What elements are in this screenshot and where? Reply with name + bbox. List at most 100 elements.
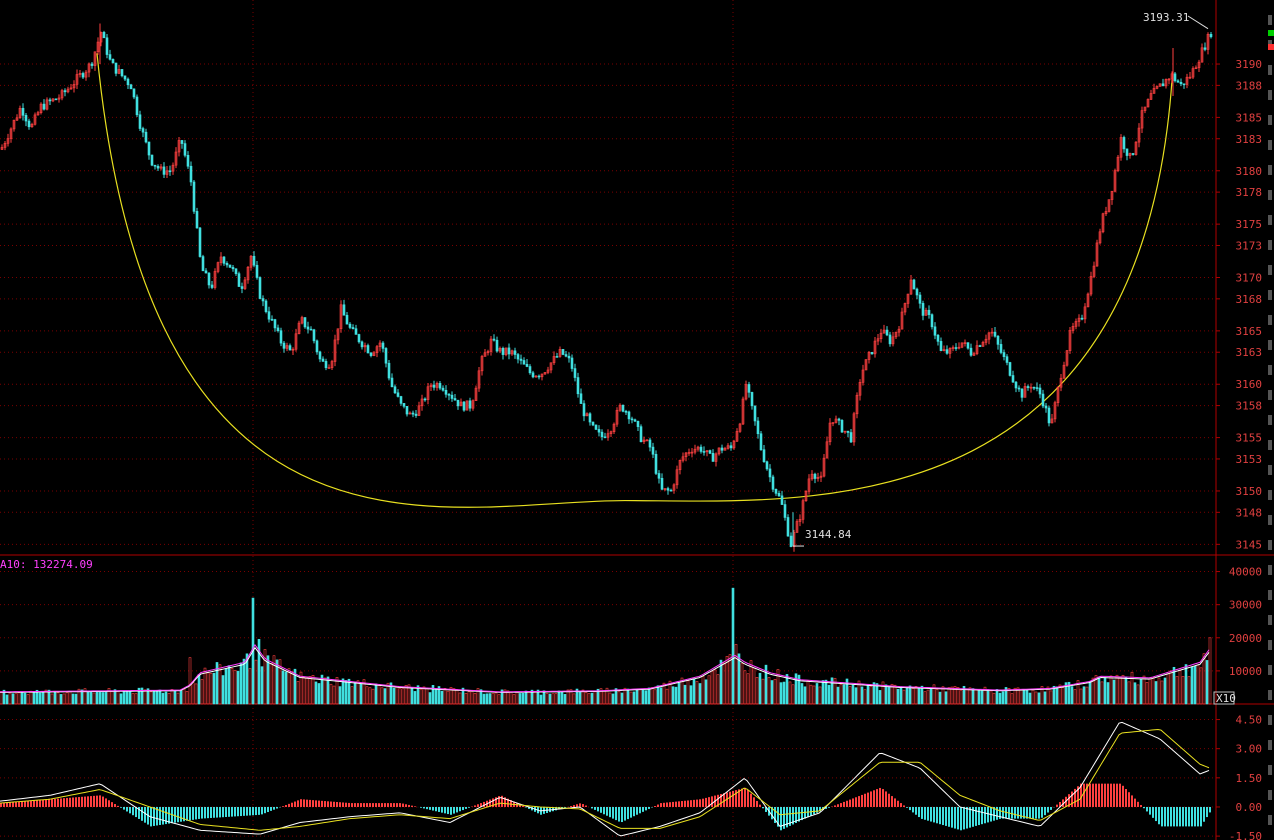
volume-bar	[122, 690, 126, 705]
candle-body	[786, 517, 790, 537]
side-marker	[1268, 415, 1272, 425]
y-tick-label: 20000	[1229, 632, 1262, 645]
candle-body	[666, 488, 670, 491]
candle-body	[111, 58, 115, 64]
candle-body	[1065, 350, 1069, 366]
candle-body	[309, 328, 313, 331]
volume-bar	[533, 690, 537, 705]
volume-bar	[551, 693, 555, 705]
volume-bar	[818, 686, 822, 705]
candle-body	[282, 342, 286, 349]
candle-body	[414, 413, 418, 416]
candle-body	[1200, 47, 1204, 63]
candle-body	[843, 430, 847, 433]
candle-body	[438, 383, 442, 389]
candle-body	[474, 387, 478, 401]
candle-body	[84, 71, 88, 78]
volume-bar	[11, 693, 15, 705]
candle-body	[606, 433, 610, 438]
volume-bar	[992, 692, 996, 705]
price-candles[interactable]	[0, 15, 1213, 552]
volume-bar	[806, 680, 810, 705]
volume-bar	[500, 689, 504, 705]
volume-bar	[701, 676, 705, 705]
candle-body	[933, 326, 937, 336]
candle-body	[420, 398, 424, 407]
y-tick-label: 3173	[1236, 239, 1263, 252]
candle-body	[519, 358, 523, 361]
candle-body	[18, 107, 22, 119]
candle-body	[894, 331, 898, 338]
volume-bar	[32, 691, 36, 705]
volume-bar	[650, 687, 654, 705]
candle-body	[846, 430, 850, 433]
volume-bars[interactable]	[0, 587, 1212, 705]
candle-body	[981, 342, 985, 347]
side-marker	[1268, 90, 1272, 100]
candle-body	[468, 400, 472, 409]
candle-body	[42, 103, 46, 110]
candle-body	[435, 383, 439, 388]
candle-body	[999, 344, 1003, 353]
volume-bar	[416, 685, 420, 705]
volume-bar	[1136, 684, 1140, 705]
candle-body	[288, 345, 292, 351]
candle-body	[30, 123, 34, 128]
candle-body	[873, 340, 877, 355]
volume-bar	[1046, 686, 1050, 705]
volume-bar	[659, 687, 663, 705]
volume-bar	[956, 687, 960, 705]
y-tick-label: 3190	[1236, 58, 1263, 71]
candle-body	[552, 356, 556, 364]
volume-bar	[380, 687, 384, 705]
volume-bar	[485, 693, 489, 705]
candle-body	[219, 256, 223, 263]
candle-body	[93, 51, 97, 66]
side-marker	[1268, 665, 1272, 675]
volume-bar	[719, 659, 723, 705]
y-tick-label: 3165	[1236, 325, 1263, 338]
volume-bar	[455, 689, 459, 705]
volume-bar	[797, 674, 801, 705]
candle-body	[711, 453, 715, 462]
volume-bar	[548, 693, 552, 705]
volume-bar	[20, 692, 24, 705]
candle-body	[267, 311, 271, 320]
y-tick-label: 3145	[1236, 538, 1263, 551]
y-tick-label: 40000	[1229, 566, 1262, 579]
volume-bar	[479, 689, 483, 705]
volume-bar	[1142, 675, 1146, 705]
volume-bar	[632, 691, 636, 705]
candle-body	[1113, 170, 1117, 192]
volume-bar	[1004, 687, 1008, 705]
candle-body	[120, 69, 124, 77]
candle-body	[408, 412, 412, 415]
volume-bar	[623, 687, 627, 705]
volume-bar	[881, 681, 885, 705]
volume-bar	[1139, 678, 1143, 705]
volume-bar	[1190, 666, 1194, 705]
volume-bar	[377, 684, 381, 705]
y-tick-label: 3163	[1236, 346, 1263, 359]
candle-body	[669, 489, 673, 492]
candle-body	[900, 311, 904, 330]
volume-bar	[554, 693, 558, 705]
volume-bar	[86, 691, 90, 705]
volume-bar	[584, 691, 588, 705]
candle-body	[738, 423, 742, 432]
volume-bar	[467, 691, 471, 705]
candle-body	[840, 420, 844, 433]
volume-bar	[374, 683, 378, 705]
candle-body	[1131, 153, 1135, 155]
volume-bar	[1082, 686, 1086, 705]
candle-body	[321, 358, 325, 362]
volume-bar	[95, 690, 99, 705]
volume-bar	[815, 683, 819, 705]
y-tick-label: 3188	[1236, 79, 1263, 92]
volume-bar	[527, 691, 531, 705]
volume-bar	[917, 687, 921, 705]
candle-body	[1101, 213, 1105, 233]
candle-body	[153, 164, 157, 167]
candle-body	[1116, 156, 1120, 171]
